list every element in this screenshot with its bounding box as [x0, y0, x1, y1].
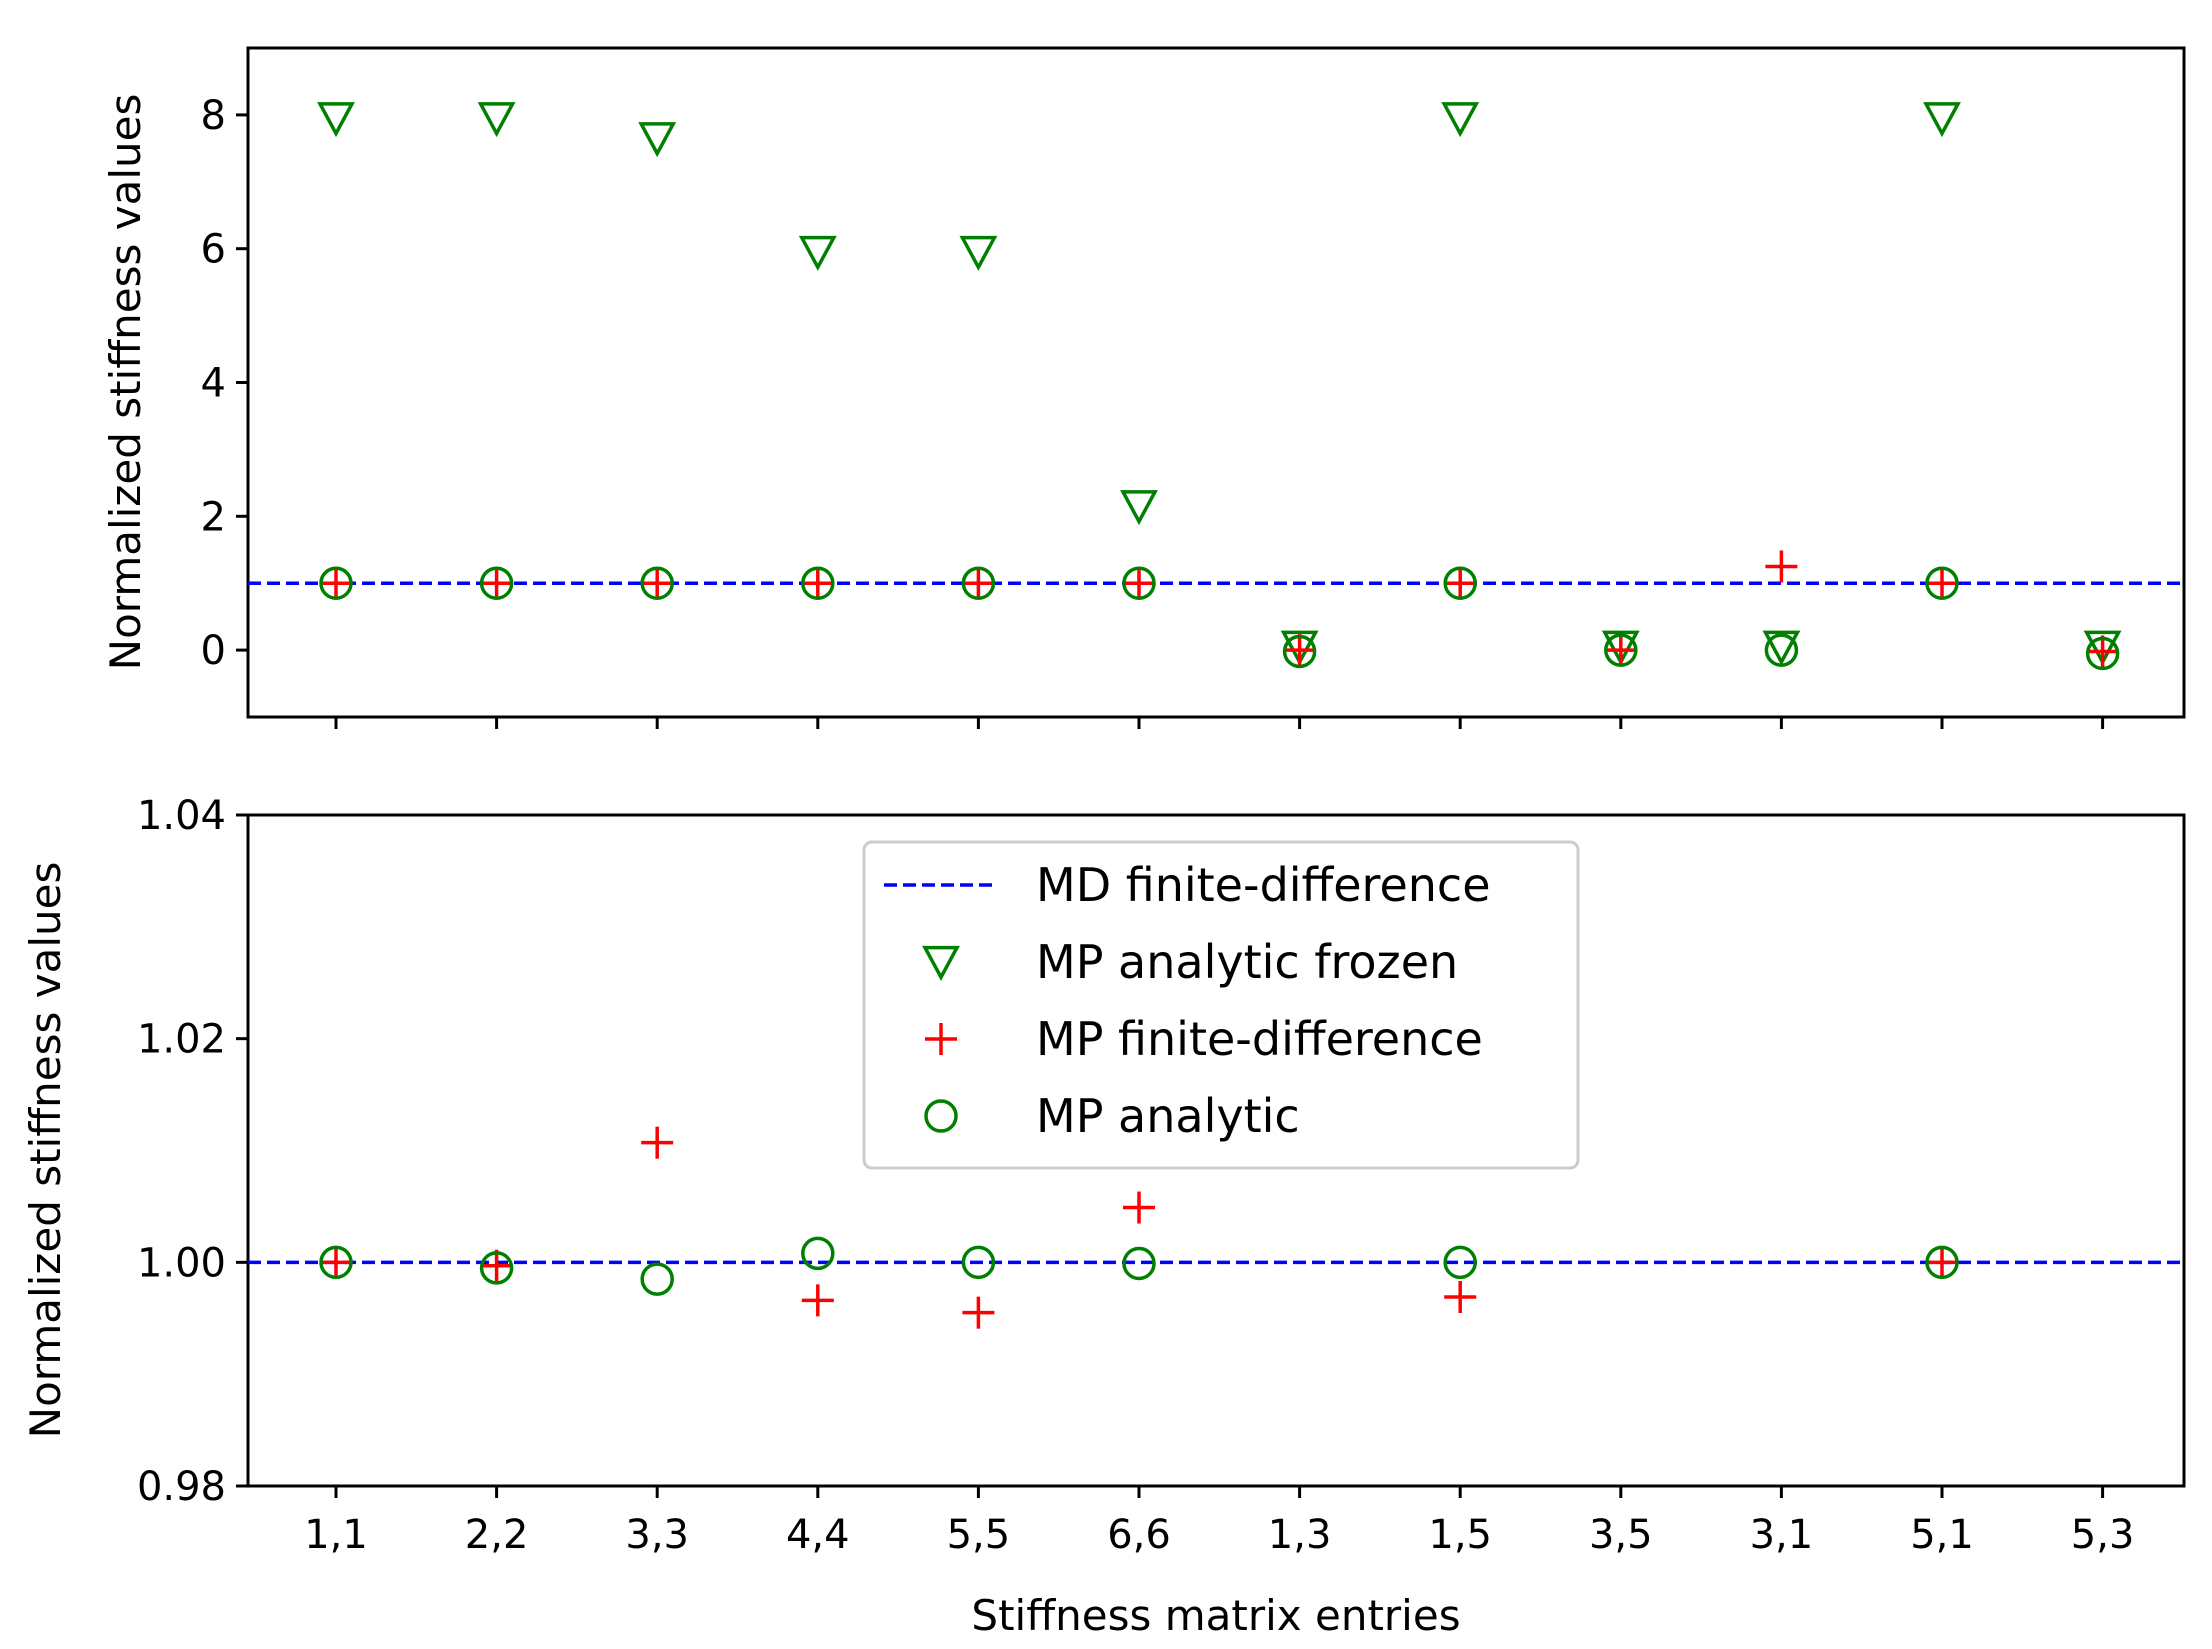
top-point-mp-finite-difference	[962, 567, 995, 600]
top-point-mp-analytic	[961, 566, 996, 600]
x-tick-label: 5,5	[947, 1512, 1011, 1558]
top-point-mp-analytic-frozen	[1120, 490, 1158, 526]
top-point-mp-finite-difference	[2086, 635, 2119, 668]
top-point-mp-analytic-frozen	[1280, 630, 1319, 666]
legend-label-mp-analytic: MP analytic	[1036, 1089, 1300, 1143]
bottom-point-mp-finite-difference	[641, 1126, 674, 1159]
legend-marker-mp-analytic	[924, 1099, 958, 1133]
top-point-mp-analytic-frozen	[317, 102, 355, 138]
top-point-mp-analytic	[1925, 566, 1959, 600]
top-point-mp-analytic	[1604, 633, 1638, 667]
bottom-point-mp-finite-difference	[1444, 1281, 1477, 1314]
bottom-y-tick-label: 1.04	[137, 793, 226, 839]
bottom-point-mp-finite-difference	[1926, 1246, 1958, 1279]
top-point-mp-finite-difference	[801, 567, 834, 600]
bottom-point-mp-finite-difference	[480, 1249, 513, 1282]
x-tick-label: 1,1	[304, 1512, 368, 1558]
bottom-point-mp-finite-difference	[962, 1296, 995, 1329]
top-y-axis-label: Normalized stiffness values	[101, 94, 150, 671]
top-plot-frame	[246, 46, 2186, 719]
top-point-mp-finite-difference	[320, 567, 352, 600]
legend-marker-mp-analytic-frozen	[922, 945, 960, 981]
x-tick-label: 5,3	[2071, 1512, 2135, 1558]
top-point-mp-finite-difference	[480, 567, 513, 600]
legend-label-md-finite-difference: MD finite-difference	[1036, 858, 1491, 912]
bottom-plot-frame	[246, 813, 2186, 1488]
top-point-mp-analytic-frozen	[1601, 630, 1640, 666]
x-tick-label: 2,2	[465, 1512, 529, 1558]
x-tick-label: 1,5	[1428, 1512, 1492, 1558]
legend-label-mp-analytic-frozen: MP analytic frozen	[1036, 935, 1458, 989]
x-tick-label: 5,1	[1910, 1512, 1974, 1558]
top-point-mp-finite-difference	[1765, 550, 1798, 583]
bottom-point-mp-analytic	[961, 1245, 996, 1280]
top-point-mp-analytic	[1443, 566, 1477, 600]
top-point-mp-analytic-frozen	[2083, 630, 2122, 666]
x-tick-label: 1,3	[1268, 1512, 1332, 1558]
top-point-mp-finite-difference	[1444, 567, 1477, 600]
top-point-mp-analytic	[479, 566, 514, 600]
top-y-tick-label: 2	[201, 494, 226, 540]
bottom-point-mp-finite-difference	[320, 1246, 352, 1279]
bottom-point-mp-analytic	[1122, 1246, 1156, 1281]
legend-box	[862, 840, 1580, 1170]
bottom-point-mp-analytic	[319, 1245, 353, 1280]
top-y-tick-label: 6	[201, 227, 226, 273]
top-point-mp-finite-difference	[1926, 567, 1958, 600]
top-point-mp-analytic-frozen	[1441, 102, 1480, 138]
bottom-point-mp-finite-difference	[1123, 1191, 1155, 1224]
top-point-mp-analytic-frozen	[638, 122, 677, 158]
top-y-tick-label: 0	[201, 628, 226, 674]
top-point-mp-analytic-frozen	[477, 102, 516, 138]
top-point-mp-analytic-frozen	[959, 235, 998, 271]
x-axis-label: Stiffness matrix entries	[971, 1591, 1460, 1640]
top-point-mp-analytic-frozen	[1762, 630, 1801, 666]
bottom-point-mp-analytic	[1443, 1245, 1477, 1280]
top-point-mp-analytic	[2085, 636, 2120, 671]
top-point-mp-analytic	[1282, 634, 1317, 669]
top-y-tick-label: 8	[201, 93, 226, 139]
x-tick-label: 4,4	[786, 1512, 850, 1558]
top-point-mp-analytic	[1122, 566, 1156, 600]
bottom-point-mp-analytic	[479, 1251, 514, 1285]
x-tick-label: 3,5	[1589, 1512, 1653, 1558]
top-y-tick-label: 4	[201, 361, 226, 407]
top-point-mp-analytic	[640, 566, 674, 600]
top-point-mp-finite-difference	[1123, 567, 1155, 600]
top-point-mp-finite-difference	[641, 567, 674, 600]
bottom-point-mp-analytic	[1925, 1245, 1959, 1280]
legend: MD finite-difference MP analytic frozen MP…	[862, 840, 1580, 1170]
legend-marker-mp-finite-difference	[925, 1023, 957, 1055]
top-point-mp-analytic	[801, 566, 835, 600]
bottom-panel: 0.98 1.00 1.02 1.04 1,1 2,2 3,3 4,4 5,5 6,6 1,3 1,5…	[21, 793, 2186, 1640]
top-panel: 0 2 4 6 8 Normalized stiffness values	[101, 46, 2186, 729]
top-point-mp-analytic	[319, 566, 353, 600]
bottom-point-mp-analytic	[640, 1262, 674, 1296]
bottom-y-tick-label: 1.02	[137, 1017, 226, 1063]
top-point-mp-finite-difference	[1604, 634, 1637, 667]
x-tick-label: 6,6	[1107, 1512, 1171, 1558]
bottom-y-tick-label: 1.00	[137, 1240, 226, 1286]
legend-label-mp-finite-difference: MP finite-difference	[1036, 1012, 1483, 1066]
top-point-mp-analytic	[1764, 633, 1799, 667]
x-tick-label: 3,1	[1750, 1512, 1814, 1558]
bottom-point-mp-analytic	[801, 1236, 835, 1271]
top-point-mp-analytic-frozen	[798, 235, 837, 271]
x-tick-label: 3,3	[625, 1512, 689, 1558]
bottom-point-mp-finite-difference	[801, 1284, 834, 1317]
top-point-mp-finite-difference	[1283, 634, 1316, 667]
bottom-y-tick-label: 0.98	[137, 1464, 226, 1510]
bottom-y-axis-label: Normalized stiffness values	[21, 862, 70, 1439]
top-point-mp-analytic-frozen	[1923, 102, 1961, 138]
